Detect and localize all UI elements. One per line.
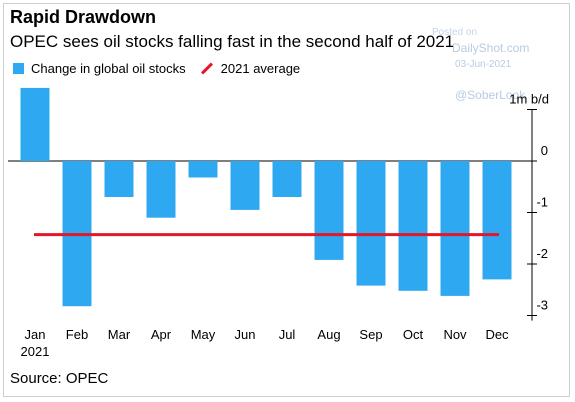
x-tick-label: Jul xyxy=(279,327,296,342)
bar-apr xyxy=(146,161,176,218)
x-tick-label: Nov xyxy=(443,327,467,342)
source-note: Source: OPEC xyxy=(10,370,109,387)
bar-sep xyxy=(356,161,386,286)
legend-bar-swatch xyxy=(13,62,24,74)
x-tick-label: Dec xyxy=(485,327,509,342)
bar-dec xyxy=(482,161,512,280)
chart-title: Rapid Drawdown xyxy=(10,7,157,27)
chart-subtitle: OPEC sees oil stocks falling fast in the… xyxy=(10,32,455,51)
x-tick-label: Apr xyxy=(151,327,172,342)
watermark-author: Posted on xyxy=(432,27,478,38)
chart-legend: Change in global oil stocks 2021 average xyxy=(13,60,300,76)
y-tick-label: 0 xyxy=(541,143,548,158)
x-tick-label: May xyxy=(191,327,216,342)
chart-frame xyxy=(3,3,570,397)
bar-nov xyxy=(440,161,470,296)
x-tick-label: Mar xyxy=(108,327,131,342)
watermark-site: DailyShot.com xyxy=(452,41,530,55)
bar-jun xyxy=(230,161,260,210)
x-tick-label: Feb xyxy=(66,327,88,342)
bar-oct xyxy=(398,161,428,291)
legend-line-label: 2021 average xyxy=(220,60,301,76)
bar-jul xyxy=(272,161,302,197)
x-tick-label: Aug xyxy=(317,327,340,342)
bar-mar xyxy=(104,161,134,197)
y-tick-label: -2 xyxy=(536,246,548,261)
y-tick-label: 1m b/d xyxy=(509,92,549,107)
x-tick-label: Jan xyxy=(25,327,46,342)
x-tick-label: Sep xyxy=(359,327,382,342)
x-tick-label: Oct xyxy=(403,327,424,342)
watermark-handle: @SoberLook xyxy=(455,88,526,102)
y-tick-label: -1 xyxy=(536,195,548,210)
legend-bar-label: Change in global oil stocks xyxy=(31,60,186,76)
bar-jan xyxy=(20,87,50,161)
x-year-label: 2021 xyxy=(21,344,50,359)
y-tick-label: -3 xyxy=(536,298,548,313)
bar-aug xyxy=(314,161,344,260)
bar-may xyxy=(188,161,218,178)
x-tick-label: Jun xyxy=(235,327,256,342)
watermark-date: 03-Jun-2021 xyxy=(455,59,512,70)
